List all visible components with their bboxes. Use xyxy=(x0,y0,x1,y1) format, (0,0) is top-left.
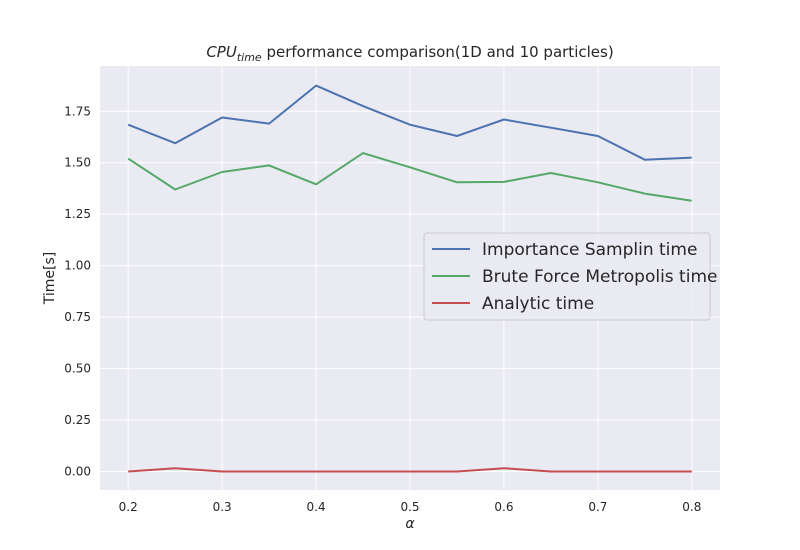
x-tick-label: 0.7 xyxy=(588,500,607,514)
legend-entry: Brute Force Metropolis time xyxy=(432,267,717,287)
y-tick-label: 0.75 xyxy=(64,310,91,324)
y-tick-label: 1.00 xyxy=(64,259,91,273)
x-tick-label: 0.4 xyxy=(307,500,326,514)
series-line-brute-force-metropolis xyxy=(127,152,692,202)
chart-title-rest: performance comparison(1D and 10 particl… xyxy=(262,43,614,61)
x-axis-label: α xyxy=(405,516,415,532)
y-tick-label: 1.75 xyxy=(64,104,91,118)
y-tick-label: 1.25 xyxy=(64,207,91,221)
y-tick-label: 0.00 xyxy=(64,464,91,478)
y-axis-label: Time[s] xyxy=(42,252,58,305)
x-tick-label: 0.8 xyxy=(682,500,701,514)
y-tick-labels: 0.00 0.25 0.50 0.75 1.00 1.25 1.50 1.75 xyxy=(64,104,91,478)
x-tick-label: 0.6 xyxy=(494,500,513,514)
series-line-importance-sampling xyxy=(127,84,692,161)
series-line-analytic xyxy=(128,467,692,473)
x-tick-label: 0.3 xyxy=(213,500,232,514)
x-tick-labels: 0.2 0.3 0.4 0.5 0.6 0.7 0.8 xyxy=(119,500,702,514)
legend-box xyxy=(423,232,711,321)
legend-label-importance: Importance Samplin time xyxy=(482,240,697,260)
y-tick-label: 1.50 xyxy=(64,156,91,170)
legend-entry: Importance Samplin time xyxy=(432,240,697,260)
x-tick-label: 0.5 xyxy=(400,500,419,514)
chart-title-main: CPU xyxy=(206,43,237,61)
legend-entry: Analytic time xyxy=(432,294,594,314)
legend-label-analytic: Analytic time xyxy=(482,294,594,314)
y-tick-label: 0.25 xyxy=(64,413,91,427)
legend: Importance Samplin time Brute Force Metr… xyxy=(423,232,717,321)
chart-title: CPUtime performance comparison(1D and 10… xyxy=(206,43,613,64)
series-layer xyxy=(127,84,692,473)
x-tick-label: 0.2 xyxy=(119,500,138,514)
legend-label-brute-force: Brute Force Metropolis time xyxy=(482,267,717,287)
chart-title-subscript: time xyxy=(237,51,262,64)
y-tick-label: 0.50 xyxy=(64,362,91,376)
